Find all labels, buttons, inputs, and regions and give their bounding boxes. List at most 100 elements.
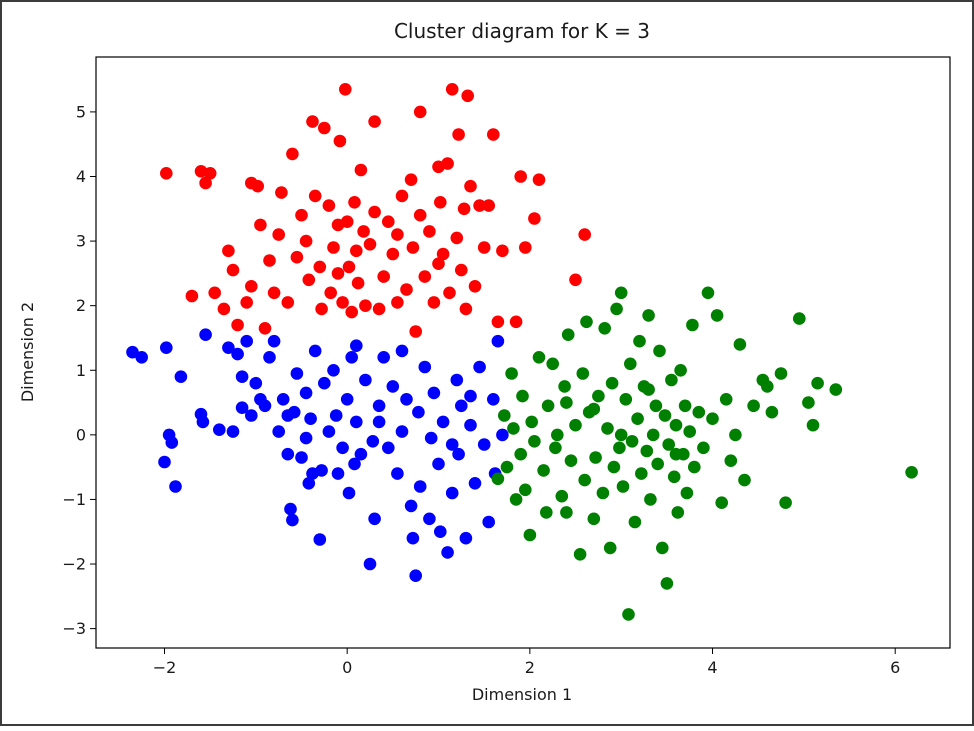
data-point-cluster-3 xyxy=(573,548,587,561)
data-point-cluster-3 xyxy=(706,412,719,426)
data-point-cluster-1 xyxy=(263,254,276,267)
data-point-cluster-3 xyxy=(765,405,779,419)
data-point-cluster-1 xyxy=(302,273,316,287)
data-point-cluster-1 xyxy=(336,296,349,309)
data-point-cluster-3 xyxy=(631,412,644,426)
data-point-cluster-2 xyxy=(295,451,308,464)
data-point-cluster-3 xyxy=(540,506,553,519)
data-point-cluster-3 xyxy=(724,454,738,468)
data-point-cluster-1 xyxy=(299,234,313,248)
data-point-cluster-3 xyxy=(738,473,751,487)
data-point-cluster-3 xyxy=(697,441,710,455)
data-point-cluster-3 xyxy=(686,318,699,332)
data-point-cluster-1 xyxy=(318,121,331,135)
y-tick-label: 1 xyxy=(76,361,86,380)
data-point-cluster-1 xyxy=(427,296,441,309)
y-axis-label: Dimension 2 xyxy=(18,302,37,402)
data-point-cluster-1 xyxy=(240,296,253,309)
data-point-cluster-1 xyxy=(445,83,459,96)
data-point-cluster-1 xyxy=(315,302,328,316)
data-point-cluster-2 xyxy=(391,467,404,480)
data-point-cluster-1 xyxy=(423,225,436,238)
chart-title: Cluster diagram for K = 3 xyxy=(394,19,650,43)
data-point-cluster-1 xyxy=(281,296,295,309)
data-point-cluster-1 xyxy=(286,147,299,161)
data-point-cluster-3 xyxy=(680,486,694,500)
data-point-cluster-3 xyxy=(607,460,621,474)
data-point-cluster-3 xyxy=(505,367,518,380)
data-point-cluster-1 xyxy=(473,199,486,212)
data-point-cluster-2 xyxy=(196,415,210,429)
data-point-cluster-2 xyxy=(452,447,465,461)
data-point-cluster-1 xyxy=(413,208,427,222)
data-point-cluster-2 xyxy=(258,399,272,413)
data-point-cluster-3 xyxy=(793,312,806,325)
data-point-cluster-2 xyxy=(400,393,413,406)
data-point-cluster-2 xyxy=(336,441,349,455)
data-point-cluster-1 xyxy=(461,89,475,103)
data-point-cluster-3 xyxy=(587,402,601,416)
data-point-cluster-3 xyxy=(683,425,696,438)
data-point-cluster-2 xyxy=(313,533,327,546)
data-point-cluster-3 xyxy=(537,464,550,477)
data-point-cluster-2 xyxy=(477,438,491,451)
x-tick-label: −2 xyxy=(153,658,177,677)
data-point-cluster-2 xyxy=(340,393,354,406)
data-point-cluster-3 xyxy=(498,409,511,422)
data-point-cluster-3 xyxy=(507,422,520,435)
data-point-cluster-1 xyxy=(509,315,523,329)
data-point-cluster-1 xyxy=(339,83,352,96)
data-point-cluster-2 xyxy=(327,364,340,377)
data-point-cluster-2 xyxy=(441,546,454,559)
data-point-cluster-3 xyxy=(614,428,628,442)
y-tick-label: −2 xyxy=(62,555,86,574)
data-point-cluster-2 xyxy=(432,457,445,471)
data-point-cluster-3 xyxy=(640,444,654,458)
data-point-cluster-1 xyxy=(363,238,377,251)
data-point-cluster-2 xyxy=(496,428,509,442)
data-point-cluster-2 xyxy=(284,502,297,516)
data-point-cluster-1 xyxy=(372,302,386,316)
data-point-cluster-3 xyxy=(561,328,575,342)
data-point-cluster-1 xyxy=(357,225,370,238)
data-point-cluster-3 xyxy=(701,286,715,300)
data-point-cluster-1 xyxy=(226,263,240,277)
data-point-cluster-3 xyxy=(613,441,626,455)
data-point-cluster-2 xyxy=(231,347,244,361)
data-point-cluster-1 xyxy=(455,263,468,277)
data-point-cluster-1 xyxy=(368,205,381,219)
data-point-cluster-3 xyxy=(635,467,648,480)
data-point-cluster-1 xyxy=(245,176,258,190)
data-point-cluster-2 xyxy=(413,480,427,493)
data-point-cluster-1 xyxy=(519,241,532,254)
data-point-cluster-3 xyxy=(624,357,637,371)
data-point-cluster-2 xyxy=(491,334,505,348)
data-point-cluster-2 xyxy=(329,409,343,422)
data-point-cluster-1 xyxy=(391,296,404,309)
data-point-cluster-1 xyxy=(578,228,591,241)
data-point-cluster-2 xyxy=(272,425,286,438)
data-point-cluster-1 xyxy=(345,305,359,319)
data-point-cluster-3 xyxy=(622,608,635,621)
x-tick-label: 6 xyxy=(890,658,900,677)
data-point-cluster-2 xyxy=(409,569,423,582)
data-point-cluster-2 xyxy=(281,409,295,422)
data-point-cluster-2 xyxy=(395,425,409,438)
data-point-cluster-3 xyxy=(644,493,657,506)
data-point-cluster-3 xyxy=(729,428,742,442)
y-axis-ticks: −3 −2 −1 0 1 2 3 4 5 xyxy=(62,102,96,638)
data-point-cluster-3 xyxy=(829,383,843,396)
data-point-cluster-2 xyxy=(434,525,447,538)
data-point-cluster-3 xyxy=(688,460,701,474)
data-point-cluster-1 xyxy=(359,299,372,313)
data-point-cluster-2 xyxy=(226,425,240,438)
data-point-cluster-2 xyxy=(368,512,381,526)
data-point-cluster-3 xyxy=(598,322,611,335)
data-point-cluster-1 xyxy=(290,250,304,264)
data-point-cluster-3 xyxy=(674,364,687,377)
data-point-cluster-2 xyxy=(299,431,313,445)
x-tick-label: 4 xyxy=(707,658,717,677)
data-point-cluster-1 xyxy=(432,257,445,271)
data-point-cluster-3 xyxy=(733,338,747,351)
